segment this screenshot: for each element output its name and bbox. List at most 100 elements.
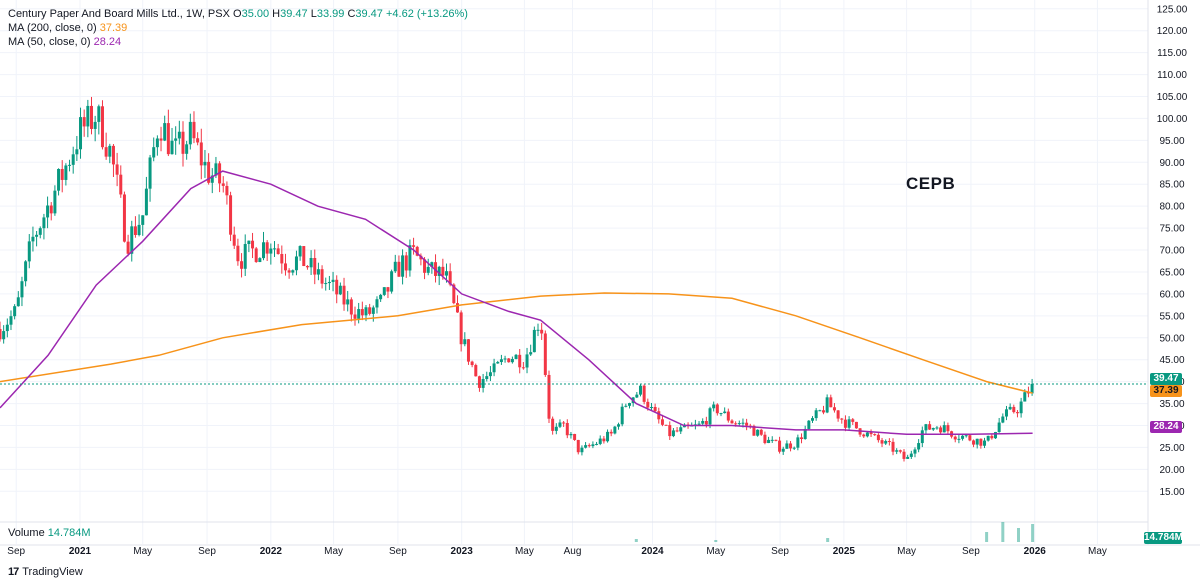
legend-ma50-row[interactable]: MA (50, close, 0) 28.24 xyxy=(8,35,468,49)
candle-body xyxy=(53,190,57,214)
candle-body xyxy=(811,418,815,421)
y-tick-label: 45.00 xyxy=(1159,355,1184,366)
candle-body xyxy=(983,440,987,446)
y-tick-label: 50.00 xyxy=(1159,333,1184,344)
candle-body xyxy=(895,450,899,452)
candle-body xyxy=(294,256,298,271)
candle-body xyxy=(324,283,328,285)
volume-bar xyxy=(714,540,718,542)
time-axis[interactable]: Sep 2021 May Sep 2022 May Sep 2023 May Aug 2024 May… xyxy=(7,546,1107,557)
candle-body xyxy=(675,430,679,432)
candle-body xyxy=(818,410,822,412)
candle-body xyxy=(660,419,664,425)
candle-body xyxy=(441,266,445,276)
candle-body xyxy=(606,431,610,442)
candle-body xyxy=(130,226,134,254)
chart-grid xyxy=(0,0,1200,546)
candle-body xyxy=(2,331,6,340)
candle-body xyxy=(814,410,818,419)
y-tick-label: 125.00 xyxy=(1157,4,1188,15)
y-tick-label: 120.00 xyxy=(1157,26,1188,37)
candle-body xyxy=(1015,412,1019,414)
candle-body xyxy=(75,149,79,155)
candle-body xyxy=(518,354,522,368)
candle-body xyxy=(214,163,218,176)
candle-body xyxy=(821,410,825,413)
tradingview-brand[interactable]: 17 TradingView xyxy=(8,566,83,578)
candle-body xyxy=(843,419,847,428)
y-tick-label: 75.00 xyxy=(1159,224,1184,235)
candle-body xyxy=(796,437,800,448)
candle-body xyxy=(379,294,383,300)
candle-body xyxy=(203,161,207,166)
candle-body xyxy=(287,270,291,273)
candle-body xyxy=(346,299,350,305)
legend-title-row: Century Paper And Board Mills Ltd., 1W, … xyxy=(8,7,468,21)
candle-body xyxy=(251,240,255,249)
candle-body xyxy=(155,138,159,148)
candle-body xyxy=(719,413,723,415)
candle-body xyxy=(1001,416,1005,423)
candle-body xyxy=(609,431,613,434)
candle-body xyxy=(972,440,976,445)
candle-body xyxy=(1019,401,1023,414)
candle-body xyxy=(576,439,580,453)
candle-body xyxy=(638,385,642,395)
candle-body xyxy=(86,105,90,127)
candle-body xyxy=(902,451,906,459)
ma200-tag: 37.39 xyxy=(1150,385,1182,397)
candle-body xyxy=(829,397,833,408)
candle-body xyxy=(430,262,434,267)
legend-change: +4.62 (+13.26%) xyxy=(385,8,468,20)
ma50-line xyxy=(0,170,1033,436)
candle-body xyxy=(192,121,196,139)
candle-body xyxy=(642,385,646,402)
last-price-tag: 39.47 xyxy=(1150,373,1182,385)
candle-body xyxy=(708,408,712,425)
legend-low-label: L xyxy=(310,8,317,20)
candle-body xyxy=(305,266,309,268)
candle-body xyxy=(649,406,653,408)
candle-body xyxy=(375,299,379,308)
legend-ma200-row[interactable]: MA (200, close, 0) 37.39 xyxy=(8,21,468,35)
chart-legend: Century Paper And Board Mills Ltd., 1W, … xyxy=(8,7,468,49)
x-tick-label: 2025 xyxy=(833,546,856,557)
x-tick-label: Aug xyxy=(564,546,582,557)
candle-body xyxy=(108,145,112,157)
candle-body xyxy=(163,123,167,141)
candle-body xyxy=(71,154,75,165)
candle-body xyxy=(141,215,145,225)
candle-body xyxy=(276,248,280,255)
candle-body xyxy=(316,269,320,275)
symbol-watermark: CEPB xyxy=(906,174,956,193)
volume-bar xyxy=(1001,522,1005,542)
candle-body xyxy=(415,246,419,256)
candle-body xyxy=(272,248,276,250)
candle-body xyxy=(602,438,606,442)
candle-body xyxy=(723,411,727,414)
candle-body xyxy=(939,427,943,433)
candle-body xyxy=(657,411,661,420)
legend-ma200-label: MA (200, close, 0) xyxy=(8,22,97,34)
candle-body xyxy=(737,423,741,425)
candle-body xyxy=(221,183,225,186)
candle-body xyxy=(283,263,287,271)
x-tick-label: May xyxy=(324,546,343,557)
volume-legend[interactable]: Volume 14.784M xyxy=(8,527,91,539)
candle-body xyxy=(196,138,200,143)
x-tick-label: 2022 xyxy=(260,546,283,557)
candle-body xyxy=(598,438,602,444)
legend-ma200-value: 37.39 xyxy=(99,22,128,34)
candle-body xyxy=(232,234,236,246)
candle-body xyxy=(27,241,31,262)
candle-body xyxy=(148,157,152,189)
candle-body xyxy=(913,449,917,454)
candle-body xyxy=(210,175,214,183)
candle-body xyxy=(920,430,924,444)
candle-body xyxy=(393,261,397,272)
candle-body xyxy=(701,420,705,424)
candle-body xyxy=(800,437,804,440)
candle-body xyxy=(836,410,840,419)
candle-body xyxy=(302,246,306,267)
